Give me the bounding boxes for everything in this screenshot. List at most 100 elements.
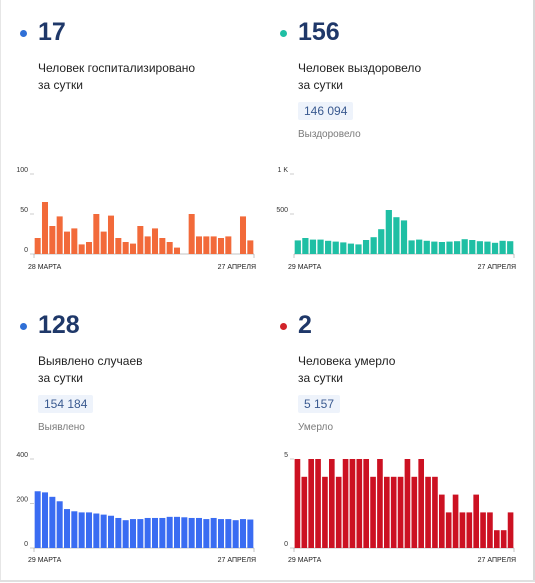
recovered-line1: Человек выздоровело	[298, 61, 422, 75]
deaths-count: 2	[298, 311, 312, 339]
chart-bar	[432, 476, 438, 548]
deaths-dot-icon	[280, 323, 287, 330]
chart-bar	[383, 476, 390, 548]
chart-bar	[247, 240, 254, 254]
deaths-chart: 0 5 29 МАРТА 27 АПРЕЛЯ	[284, 452, 516, 564]
chart-bar	[507, 512, 514, 548]
y-tick-label: 5	[284, 452, 288, 459]
deaths-total: 5 157	[298, 395, 341, 413]
chart-bar	[173, 247, 181, 254]
recovered-dot-icon	[280, 30, 287, 37]
detected-dot-icon	[20, 323, 27, 330]
chart-bar	[425, 476, 431, 548]
chart-bar	[328, 459, 335, 548]
hospitalized-count: 17	[38, 18, 66, 46]
x-end-label: 27 АПРЕЛЯ	[478, 264, 516, 271]
recovered-total-label: Выздоровело	[298, 129, 361, 140]
y-tick-label: 400	[16, 452, 28, 459]
chart-bar	[480, 512, 486, 548]
x-end-label: 27 АПРЕЛЯ	[478, 557, 516, 564]
chart-bar	[78, 512, 85, 548]
recovered-card: 156 Человек выздоровело за сутки 146 094…	[274, 10, 529, 290]
chart-bar	[137, 226, 144, 254]
recovered-line2: за сутки	[298, 78, 343, 92]
x-start-label: 29 МАРТА	[288, 264, 322, 271]
hospitalized-line1: Человек госпитализировано	[38, 61, 196, 75]
x-start-label: 28 МАРТА	[28, 264, 62, 271]
chart-bar	[418, 459, 425, 548]
chart-bar	[239, 519, 247, 548]
chart-bar	[100, 231, 107, 254]
chart-bar	[356, 459, 363, 548]
chart-bar	[459, 512, 466, 548]
x-start-label: 29 МАРТА	[288, 557, 322, 564]
chart-bar	[322, 476, 328, 548]
chart-bar	[181, 517, 188, 548]
chart-bar	[63, 231, 71, 254]
chart-bar	[34, 491, 41, 548]
chart-bar	[107, 215, 115, 254]
chart-bar	[247, 519, 254, 548]
recovered-chart: 500 1 K 29 МАРТА 27 АПРЕЛЯ	[276, 167, 516, 271]
hospitalized-chart: 0 50 100 28 МАРТА 27 АПРЕЛЯ	[16, 167, 256, 271]
frame-left-border	[0, 0, 1, 582]
chart-bar	[85, 242, 93, 254]
chart-bar	[385, 210, 392, 254]
chart-bar	[452, 494, 459, 548]
chart-bar	[195, 517, 203, 548]
chart-bar	[144, 236, 151, 254]
chart-bar	[49, 496, 56, 548]
y-tick-label: 100	[16, 167, 28, 174]
chart-bar	[41, 492, 49, 548]
chart-bar	[56, 216, 63, 254]
recovered-total: 146 094	[298, 102, 354, 120]
chart-bar	[210, 236, 217, 254]
chart-bar	[107, 515, 115, 548]
chart-bar	[217, 519, 225, 548]
chart-bar	[484, 241, 491, 254]
chart-bar	[461, 239, 468, 254]
chart-bar	[151, 228, 159, 254]
chart-bar	[301, 476, 308, 548]
chart-bar	[100, 514, 107, 548]
chart-bar	[438, 494, 445, 548]
chart-bar	[355, 244, 362, 254]
chart-bar	[217, 238, 225, 254]
chart-bar	[370, 237, 377, 254]
chart-bar	[93, 513, 100, 548]
chart-bar	[423, 240, 430, 254]
detected-total-label: Выявлено	[38, 422, 85, 433]
deaths-line2: за сутки	[298, 371, 343, 385]
chart-bar	[129, 243, 137, 254]
chart-bar	[166, 242, 173, 254]
recovered-count: 156	[298, 18, 340, 46]
chart-bar	[317, 239, 324, 254]
chart-bar	[41, 202, 49, 254]
chart-bar	[239, 216, 247, 254]
chart-bar	[151, 517, 159, 548]
chart-bar	[491, 242, 499, 254]
chart-bar	[377, 459, 383, 548]
chart-bar	[469, 240, 476, 254]
chart-bar	[499, 240, 506, 254]
chart-bar	[188, 214, 195, 254]
chart-bar	[487, 512, 493, 548]
x-end-label: 27 АПРЕЛЯ	[218, 264, 256, 271]
chart-bar	[122, 520, 129, 548]
chart-bar	[188, 517, 195, 548]
chart-bar	[493, 530, 500, 548]
chart-bar	[393, 217, 400, 254]
chart-bar	[416, 239, 423, 254]
chart-bar	[129, 519, 137, 548]
chart-bar	[225, 519, 232, 548]
chart-bar	[232, 520, 239, 548]
chart-bar	[340, 242, 347, 254]
chart-bar	[332, 241, 339, 254]
chart-bar	[203, 519, 210, 548]
chart-bar	[173, 516, 181, 548]
chart-bar	[63, 509, 71, 548]
chart-bar	[411, 476, 418, 548]
y-tick-label: 0	[24, 541, 28, 548]
chart-bar	[225, 236, 232, 254]
detected-total: 154 184	[38, 395, 94, 413]
